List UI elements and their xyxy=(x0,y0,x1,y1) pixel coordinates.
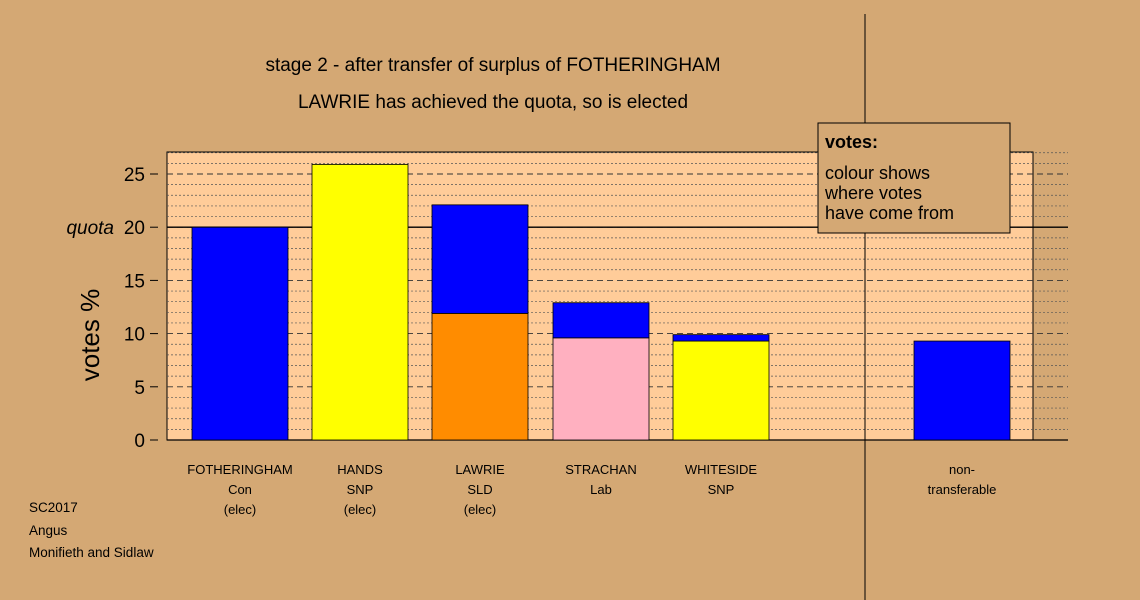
legend-line-1: colour shows xyxy=(825,163,930,183)
legend-line-2: where votes xyxy=(824,183,922,203)
bar-segment-fotheringham-con xyxy=(191,226,289,441)
candidate-label-line: FOTHERINGHAM xyxy=(187,462,292,477)
bars xyxy=(191,164,1011,441)
bar-segment-whiteside-con xyxy=(672,334,770,342)
candidate-label-line: SNP xyxy=(708,482,735,497)
candidate-label-line: (elec) xyxy=(344,502,377,517)
candidate-label-line: SNP xyxy=(347,482,374,497)
chart-title-line2: LAWRIE has achieved the quota, so is ele… xyxy=(298,92,688,113)
candidate-label-line: transferable xyxy=(928,482,997,497)
bar-segment-strachan-con xyxy=(552,302,650,339)
bar-segment-non-con xyxy=(913,340,1011,441)
x-axis-labels: FOTHERINGHAM Con (elec) HANDS SNP (elec) LAWRI… xyxy=(187,462,996,517)
y-tick-label: 5 xyxy=(134,378,145,399)
candidate-label-line: Lab xyxy=(590,482,612,497)
candidate-label-line: LAWRIE xyxy=(455,462,505,477)
footer-line-2: Angus xyxy=(29,523,68,538)
footer-line-1: SC2017 xyxy=(29,500,78,515)
y-tick-label: 25 xyxy=(124,165,145,186)
y-tick-label: 10 xyxy=(124,325,145,346)
bar-segment-strachan-lab xyxy=(552,337,650,441)
bar-segment-lawrie-sld xyxy=(431,312,529,441)
chart-title-line1: stage 2 - after transfer of surplus of F… xyxy=(265,55,720,76)
y-tick-label: 15 xyxy=(124,271,145,292)
candidate-label-line: (elec) xyxy=(464,502,497,517)
quota-label: quota xyxy=(66,218,114,239)
candidate-label-line: non- xyxy=(949,462,975,477)
candidate-label-line: (elec) xyxy=(224,502,257,517)
y-tick-label: 20 xyxy=(124,218,145,239)
y-axis-label: votes % xyxy=(75,289,105,382)
candidate-label-line: SLD xyxy=(467,482,492,497)
bar-segment-whiteside-snp xyxy=(672,340,770,441)
candidate-label-line: STRACHAN xyxy=(565,462,637,477)
y-axis-ticks: 0 5 10 15 20 25 quota xyxy=(66,165,158,452)
candidate-label-line: WHITESIDE xyxy=(685,462,758,477)
footer-line-3: Monifieth and Sidlaw xyxy=(29,545,154,560)
legend-line-3: have come from xyxy=(825,203,954,223)
y-tick-label: 0 xyxy=(134,431,145,452)
candidate-label-line: Con xyxy=(228,482,252,497)
bar-segment-lawrie-con xyxy=(431,204,529,314)
bar-segment-hands-snp xyxy=(311,164,409,441)
legend-box: votes: colour shows where votes have com… xyxy=(817,122,1011,234)
candidate-label-line: HANDS xyxy=(337,462,383,477)
legend-title: votes: xyxy=(825,132,878,152)
